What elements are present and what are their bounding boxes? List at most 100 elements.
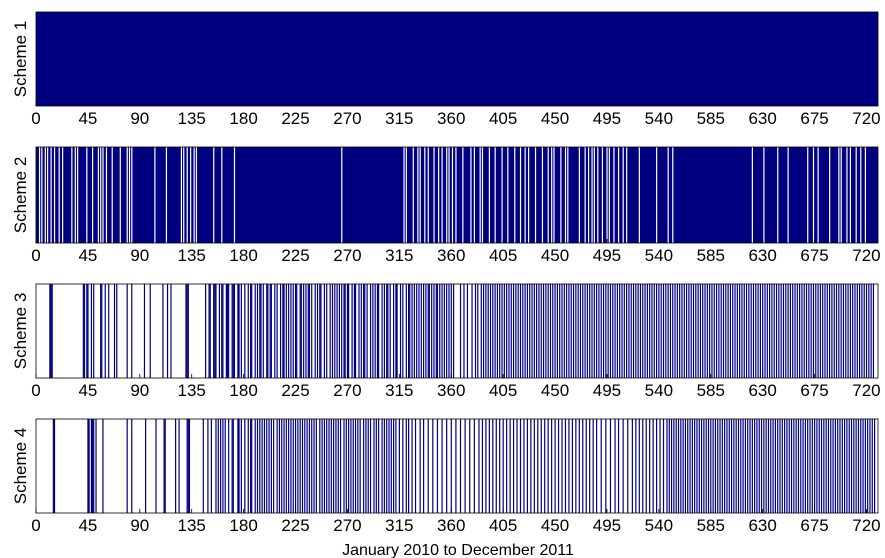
gap-mark (50, 147, 52, 243)
event-bar (868, 284, 870, 378)
x-tick-label: 450 (541, 516, 569, 535)
gap-mark (100, 147, 102, 243)
event-bar (506, 284, 508, 378)
event-bar (712, 419, 714, 513)
event-bar (600, 284, 602, 378)
event-bar (52, 419, 54, 513)
event-bar (638, 419, 640, 513)
event-bar (249, 419, 252, 513)
event-bar (266, 284, 268, 378)
gap-mark (86, 147, 88, 243)
x-tick-label: 675 (800, 246, 828, 265)
x-tick-label: 450 (541, 381, 569, 400)
event-bar (492, 419, 494, 513)
event-bar (803, 284, 805, 378)
event-bar (759, 284, 762, 378)
event-bar (726, 419, 728, 513)
event-bar (478, 419, 480, 513)
event-bar (510, 284, 512, 378)
event-bar (763, 419, 765, 513)
event-bar (649, 419, 651, 513)
event-bar (113, 284, 116, 378)
gap-mark (829, 147, 831, 243)
event-bar (631, 419, 633, 513)
event-bar (131, 419, 133, 513)
gap-mark (551, 147, 553, 243)
event-bar (751, 419, 753, 513)
event-bar (53, 419, 56, 513)
event-bar (810, 284, 812, 378)
event-bar (326, 284, 328, 378)
event-bar (605, 284, 607, 378)
event-bar (396, 284, 398, 378)
event-bar (649, 284, 651, 378)
event-bar (405, 284, 407, 378)
x-axis-title: January 2010 to December 2011 (342, 542, 574, 558)
event-bar (840, 284, 842, 378)
event-bar (773, 284, 775, 378)
gap-mark (541, 147, 544, 243)
event-bar (431, 284, 433, 378)
x-tick-label: 90 (130, 109, 149, 128)
event-bar (328, 419, 330, 513)
event-bar (378, 419, 380, 513)
gap-mark (777, 147, 779, 243)
event-bar (856, 284, 858, 378)
event-bar (330, 419, 332, 513)
event-bar (653, 284, 655, 378)
event-bar (545, 284, 547, 378)
event-bar (381, 284, 383, 378)
x-tick-label: 315 (385, 246, 413, 265)
event-bar (796, 284, 798, 378)
event-bar (858, 284, 861, 378)
gap-mark (667, 147, 669, 243)
event-bar (793, 419, 795, 513)
x-tick-label: 495 (593, 109, 621, 128)
event-bar (526, 284, 529, 378)
event-bar (724, 419, 726, 513)
event-bar (311, 284, 313, 378)
event-bar (343, 284, 345, 378)
event-bar (290, 419, 292, 513)
event-bar (622, 419, 624, 513)
event-bar (419, 419, 421, 513)
event-bar (343, 419, 345, 513)
event-bar (237, 284, 239, 378)
event-bar (552, 284, 554, 378)
event-bar (231, 419, 233, 513)
event-bar (90, 419, 93, 513)
event-bar (348, 419, 350, 513)
x-tick-label: 225 (281, 381, 309, 400)
event-bar (338, 284, 341, 378)
event-bar (772, 419, 774, 513)
event-bar (585, 419, 587, 513)
gap-mark (860, 147, 862, 243)
event-bar (695, 284, 697, 378)
event-bar (556, 284, 558, 378)
event-bar (561, 419, 563, 513)
event-bar (619, 284, 621, 378)
event-bar (715, 284, 718, 378)
gap-mark (111, 147, 113, 243)
event-bar (389, 284, 391, 378)
x-tick-label: 630 (748, 381, 776, 400)
y-axis-label: Scheme 3 (11, 293, 30, 370)
gap-mark (165, 147, 168, 243)
event-bar (386, 284, 388, 378)
event-bar (225, 284, 227, 378)
event-bar (782, 284, 785, 378)
event-bar (93, 284, 95, 378)
gap-mark (481, 147, 484, 243)
event-bar (777, 419, 779, 513)
x-tick-label: 540 (645, 109, 673, 128)
gap-mark (597, 147, 599, 243)
event-bar (93, 419, 95, 513)
event-bar (568, 284, 570, 378)
gap-mark (547, 147, 549, 243)
event-bar (529, 284, 531, 378)
event-bar (251, 284, 253, 378)
event-bar (522, 284, 524, 378)
event-bar (346, 284, 349, 378)
x-tick-label: 0 (31, 246, 40, 265)
event-bar (829, 284, 831, 378)
